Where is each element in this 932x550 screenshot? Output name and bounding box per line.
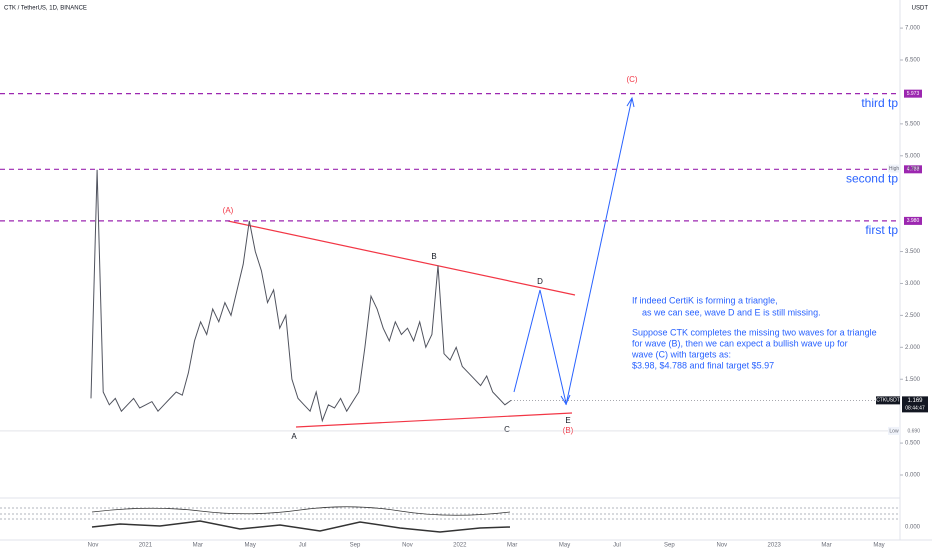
high-value: 4.800 — [907, 166, 920, 172]
y-tick-label: 3.500 — [905, 249, 921, 255]
indicator-pane — [0, 506, 900, 533]
y-tick-label: 0.000 — [905, 473, 921, 479]
countdown: 08:44:47 — [905, 406, 925, 412]
y-tick-label: 0.500 — [905, 441, 921, 447]
indicator-tick-label: 0.000 — [905, 525, 921, 531]
x-tick-label: Nov — [402, 543, 413, 549]
currency: USDT — [912, 6, 929, 12]
chart-title: CTK / TetherUS, 1D, BINANCE — [4, 6, 87, 12]
wave-label: D — [537, 277, 543, 286]
x-tick-label: May — [873, 543, 884, 549]
x-tick-label: Nov — [716, 543, 727, 549]
wave-label: (B) — [563, 426, 574, 435]
y-tick-label: 3.000 — [905, 281, 921, 287]
wave-label: A — [291, 432, 297, 441]
note: If indeed CertiK is forming a triangle, … — [631, 295, 877, 370]
triangle — [227, 220, 576, 428]
wave-label: E — [565, 416, 570, 425]
note-line: $3.98, $4.788 and final target $5.97 — [632, 360, 774, 370]
last-tag — [902, 396, 928, 413]
low-label: Low — [889, 428, 899, 434]
level-tag — [904, 216, 922, 225]
y-tick-label: 5.000 — [905, 153, 921, 159]
level-label: 4.788 — [907, 167, 920, 173]
x-tick-label: Nov — [88, 543, 99, 549]
level-tag — [904, 89, 922, 98]
note-line: wave (C) with targets as: — [631, 349, 731, 359]
y-tick-label: 2.500 — [905, 313, 921, 319]
wave-label: C — [504, 425, 510, 434]
note-line: for wave (B), then we can expect a bulli… — [632, 338, 848, 348]
y-tick-label: 5.500 — [905, 121, 921, 127]
y-tick-label: 2.000 — [905, 345, 921, 351]
x-tick-label: Sep — [350, 543, 361, 549]
low-tag — [888, 426, 900, 435]
x-tick-label: Mar — [821, 543, 831, 549]
x-tick-label: May — [559, 543, 570, 549]
x-tick-label: Sep — [664, 543, 675, 549]
y-tick-label: 7.000 — [905, 26, 921, 32]
projection — [513, 96, 635, 406]
x-tick-label: Mar — [193, 543, 203, 549]
note-line: Suppose CTK completes the missing two wa… — [632, 327, 877, 337]
high-tag — [888, 164, 900, 173]
x-tick-label: Jul — [613, 543, 621, 549]
price-line — [90, 169, 512, 423]
symbol-label: CTKUSDT — [876, 398, 900, 404]
note-line: as we can see, wave D and E is still mis… — [642, 307, 821, 317]
wave-labels: (A) A B C D E (B) (C) — [223, 75, 638, 441]
level-name: third tp — [861, 96, 898, 110]
x-tick-label: 2023 — [768, 543, 782, 549]
x-tick-label: Jul — [299, 543, 307, 549]
wave-label: B — [431, 252, 436, 261]
last-value: 1.169 — [907, 398, 923, 404]
note-line: If indeed CertiK is forming a triangle, — [632, 295, 778, 305]
symbol-tag — [876, 396, 900, 405]
y-tick-label: 6.500 — [905, 58, 921, 64]
level-tag — [904, 165, 922, 174]
wave-label: (C) — [626, 75, 637, 84]
wave-label: (A) — [223, 206, 234, 215]
y-tick-label: 1.500 — [905, 377, 921, 383]
level-label: 5.973 — [907, 91, 920, 97]
low-value: 0.690 — [907, 428, 920, 434]
level-name: first tp — [865, 223, 898, 237]
high-label: High — [889, 166, 900, 172]
x-tick-label: 2021 — [139, 543, 153, 549]
x-tick-label: Mar — [507, 543, 517, 549]
level-label: 3.980 — [907, 218, 920, 224]
x-tick-label: 2022 — [453, 543, 467, 549]
x-tick-label: May — [245, 543, 256, 549]
level-name: second tp — [846, 171, 898, 185]
